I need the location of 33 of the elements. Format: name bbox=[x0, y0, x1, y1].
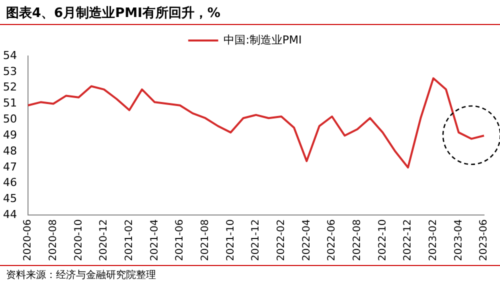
x-tick-label: 2021-08 bbox=[200, 219, 211, 262]
chart-title: 图表4、6月制造业PMI有所回升，% bbox=[0, 0, 500, 25]
x-tick-label: 2020-08 bbox=[48, 219, 59, 262]
y-tick-label: 54 bbox=[2, 48, 17, 62]
x-tick-label: 2022-04 bbox=[301, 219, 312, 262]
x-tick-label: 2020-12 bbox=[98, 219, 110, 262]
x-tick-label: 2021-12 bbox=[250, 219, 262, 262]
y-tick-label: 49 bbox=[2, 128, 17, 142]
x-tick-label: 2022-12 bbox=[402, 219, 414, 262]
x-tick-label: 2021-02 bbox=[124, 219, 135, 262]
y-tick-label: 52 bbox=[2, 80, 17, 94]
x-tick-label: 2020-10 bbox=[73, 219, 84, 262]
x-tick-label: 2022-06 bbox=[326, 219, 338, 262]
y-tick-label: 48 bbox=[2, 144, 17, 158]
x-tick-label: 2020-06 bbox=[22, 219, 34, 262]
x-tick-label: 2023-06 bbox=[478, 219, 490, 262]
text: 资料来源：经济与金融研究院整理 bbox=[0, 265, 500, 284]
y-tick-label: 50 bbox=[2, 112, 17, 126]
y-tick-label: 46 bbox=[2, 176, 17, 190]
x-tick-label: 2023-02 bbox=[428, 219, 439, 262]
x-tick-label: 2022-08 bbox=[352, 219, 363, 262]
x-tick-label: 2021-04 bbox=[149, 219, 160, 262]
y-tick-label: 45 bbox=[2, 192, 17, 206]
x-tick-label: 2022-10 bbox=[377, 219, 388, 262]
legend-label: 中国:制造业PMI bbox=[224, 33, 302, 46]
y-tick-label: 51 bbox=[2, 96, 17, 110]
y-tick-label: 47 bbox=[2, 160, 17, 174]
y-tick-label: 44 bbox=[2, 208, 17, 222]
x-tick-label: 2022-02 bbox=[276, 219, 287, 262]
x-tick-label: 2021-06 bbox=[174, 219, 186, 262]
x-tick-label: 2021-10 bbox=[225, 219, 236, 262]
y-tick-label: 53 bbox=[2, 64, 17, 78]
x-tick-label: 2023-04 bbox=[453, 219, 464, 262]
